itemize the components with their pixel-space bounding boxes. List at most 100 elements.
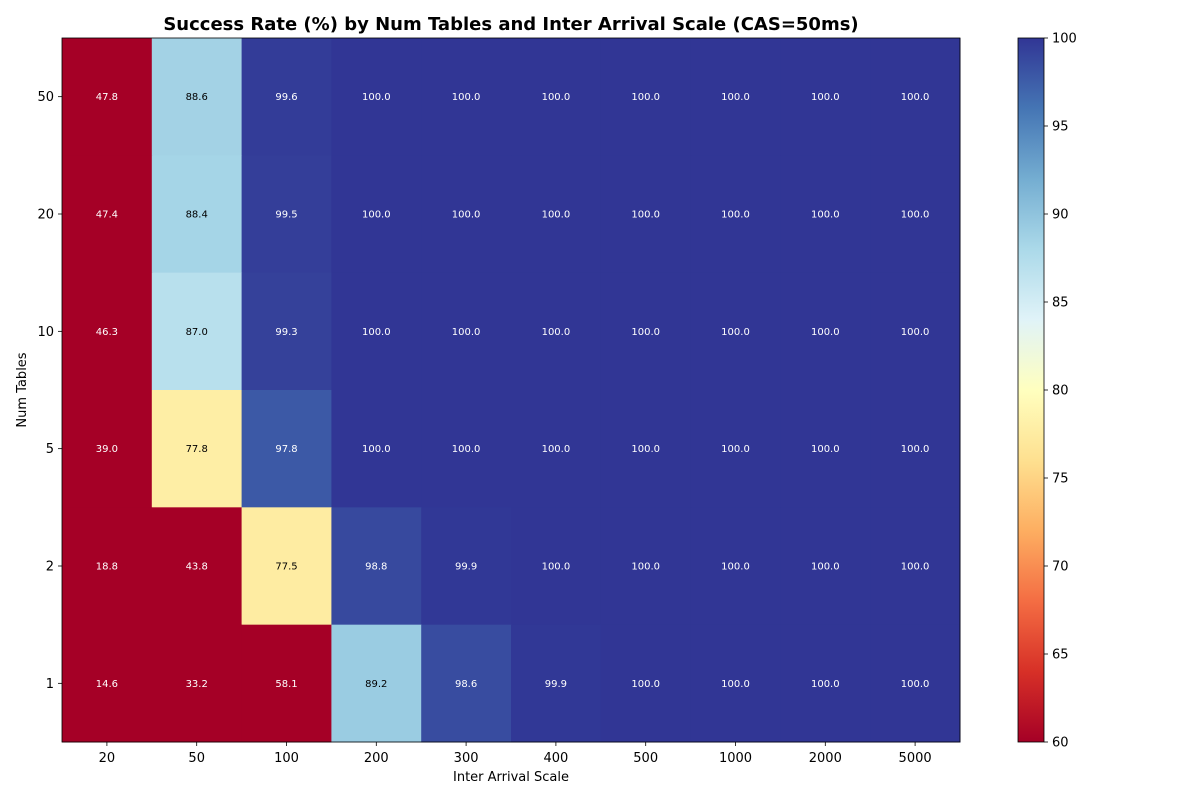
colorbar-tick-label: 70: [1052, 560, 1069, 575]
cell-value-label: 100.0: [631, 562, 660, 573]
heatmap-cell: [331, 507, 422, 626]
colorbar-ticks: 60 65 70 75 80 85 90 95 100: [1044, 32, 1077, 751]
cell-value-label: 33.2: [186, 679, 208, 690]
colorbar-tick-label: 80: [1052, 384, 1069, 399]
cell-value-label: 100.0: [721, 92, 750, 103]
cell-value-label: 100.0: [811, 562, 840, 573]
heatmap-cell: [870, 155, 961, 274]
heatmap-cell: [331, 624, 422, 743]
colorbar-tick-label: 60: [1052, 736, 1069, 751]
heatmap-cell: [241, 272, 332, 391]
cell-value-label: 47.8: [96, 92, 118, 103]
cell-value-label: 87.0: [186, 327, 208, 338]
chart-title: Success Rate (%) by Num Tables and Inter…: [163, 14, 858, 35]
cell-value-label: 97.8: [275, 444, 297, 455]
heatmap-cell: [421, 272, 512, 391]
cell-value-label: 100.0: [362, 444, 391, 455]
cell-value-label: 100.0: [542, 444, 571, 455]
cell-value-label: 100.0: [721, 562, 750, 573]
cell-value-label: 100.0: [631, 679, 660, 690]
cell-value-label: 98.6: [455, 679, 477, 690]
cell-value-label: 100.0: [901, 327, 930, 338]
cell-value-label: 100.0: [362, 327, 391, 338]
cell-value-label: 100.0: [631, 92, 660, 103]
x-tick-label: 20: [99, 751, 116, 766]
y-tick-label: 20: [37, 208, 54, 223]
heatmap-cell: [241, 390, 332, 508]
heatmap-cell: [780, 155, 871, 274]
x-tick-label: 500: [633, 751, 658, 766]
heatmap-cell: [870, 624, 961, 743]
heatmap-cell: [62, 507, 153, 626]
heatmap-cell: [421, 38, 512, 156]
cell-value-label: 100.0: [901, 210, 930, 221]
y-tick-label: 1: [46, 677, 54, 692]
cell-value-label: 100.0: [811, 327, 840, 338]
cell-value-label: 47.4: [96, 210, 118, 221]
plot-frame: [61, 37, 961, 743]
heatmap-cell: [421, 155, 512, 274]
x-tick-label: 2000: [809, 751, 842, 766]
heatmap-cell: [241, 155, 332, 274]
heatmap-cell: [780, 624, 871, 743]
cell-value-label: 100.0: [721, 444, 750, 455]
cell-value-label: 100.0: [542, 210, 571, 221]
heatmap-cell: [62, 155, 153, 274]
heatmap-cell: [62, 38, 153, 156]
y-tick-label: 5: [46, 442, 54, 457]
heatmap-cell: [690, 390, 781, 508]
heatmap-cell: [511, 272, 602, 391]
heatmap-cell: [241, 38, 332, 156]
cell-value-label: 99.9: [455, 562, 477, 573]
cell-value-label: 14.6: [96, 679, 118, 690]
cell-value-label: 100.0: [721, 679, 750, 690]
cell-value-label: 100.0: [811, 92, 840, 103]
y-tick-label: 10: [37, 325, 54, 340]
x-tick-label: 200: [364, 751, 389, 766]
x-tick-label: 100: [274, 751, 299, 766]
cell-value-label: 18.8: [96, 562, 118, 573]
colorbar-tick-label: 100: [1052, 32, 1077, 47]
y-tick-label: 2: [46, 560, 54, 575]
heatmap-cell: [780, 38, 871, 156]
y-axis-label: Num Tables: [15, 352, 30, 427]
cell-value-label: 77.8: [186, 444, 208, 455]
heatmap-cell: [511, 38, 602, 156]
heatmap-cell: [241, 624, 332, 743]
cell-value-label: 100.0: [631, 444, 660, 455]
x-axis-ticks: 20 50 100 200 300 400 500 1000 2000 5000: [99, 742, 932, 766]
colorbar-tick-label: 75: [1052, 472, 1069, 487]
cell-value-label: 88.6: [186, 92, 208, 103]
heatmap-cell: [421, 507, 512, 626]
cell-value-label: 100.0: [811, 679, 840, 690]
x-tick-label: 1000: [719, 751, 752, 766]
cell-value-label: 100.0: [542, 327, 571, 338]
cell-value-label: 100.0: [811, 210, 840, 221]
cell-value-label: 89.2: [365, 679, 387, 690]
colorbar-tick-label: 90: [1052, 208, 1069, 223]
heatmap-cell: [421, 624, 512, 743]
heatmap-cell: [600, 272, 692, 391]
heatmap-cell: [780, 272, 871, 391]
y-axis-ticks: 50 20 10 5 2 1: [37, 90, 62, 692]
heatmap-cell: [511, 507, 602, 626]
heatmap-cell: [511, 155, 602, 274]
heatmap-cell: [151, 272, 243, 391]
cell-value-label: 100.0: [542, 562, 571, 573]
cell-value-label: 43.8: [186, 562, 208, 573]
cell-value-label: 46.3: [96, 327, 118, 338]
heatmap-cell: [511, 390, 602, 508]
heatmap-cell: [151, 155, 243, 274]
colorbar: [1017, 37, 1045, 743]
heatmap-cell: [690, 272, 781, 391]
cell-value-label: 100.0: [631, 327, 660, 338]
cell-value-label: 100.0: [631, 210, 660, 221]
cell-value-label: 100.0: [901, 444, 930, 455]
cell-value-label: 100.0: [452, 210, 481, 221]
colorbar-tick-label: 95: [1052, 120, 1069, 135]
y-tick-label: 50: [37, 90, 54, 105]
heatmap-cell: [600, 507, 692, 626]
cell-value-label: 98.8: [365, 562, 387, 573]
cell-value-label: 100.0: [452, 444, 481, 455]
